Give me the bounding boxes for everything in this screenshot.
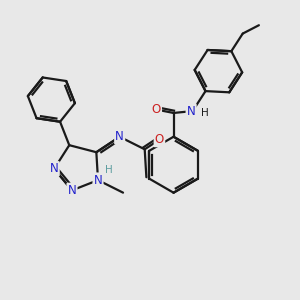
- Text: H: H: [105, 165, 113, 175]
- Text: N: N: [94, 174, 102, 187]
- Text: N: N: [68, 184, 76, 197]
- Text: O: O: [155, 133, 164, 146]
- Text: H: H: [201, 107, 208, 118]
- Text: O: O: [152, 103, 161, 116]
- Text: N: N: [50, 162, 58, 175]
- Text: N: N: [187, 105, 196, 118]
- Text: N: N: [115, 130, 124, 143]
